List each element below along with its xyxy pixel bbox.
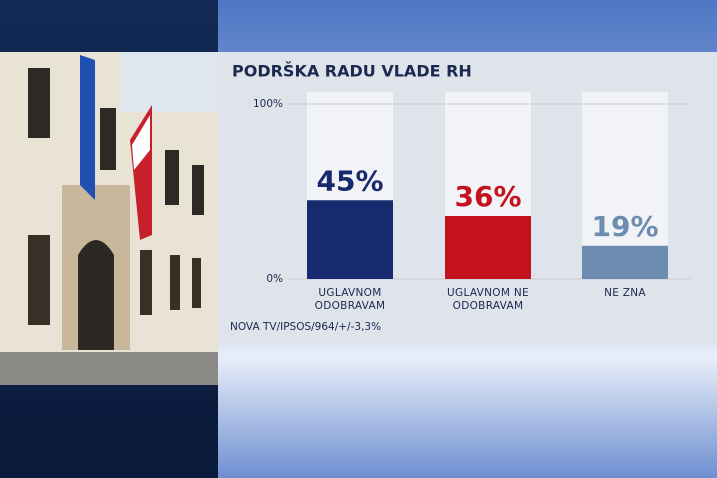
- value-label: 36%: [454, 180, 521, 213]
- x-tick-label: UGLAVNOM NE ODOBRAVAM: [447, 287, 529, 312]
- value-label: 45%: [316, 164, 383, 197]
- bar: [307, 200, 393, 279]
- x-tick-label: NE ZNA: [604, 287, 646, 299]
- bar: [445, 216, 531, 279]
- x-tick-label: UGLAVNOM ODOBRAVAM: [314, 287, 386, 312]
- chart-title: PODRŠKA RADU VLADE RH: [232, 62, 472, 81]
- source-note: NOVA TV/IPSOS/964/+/-3,3%: [230, 321, 381, 333]
- y-tick-label: 0%: [266, 273, 283, 285]
- bar: [582, 245, 668, 279]
- y-tick-label: 100%: [253, 98, 283, 110]
- photo: [0, 52, 218, 385]
- value-label: 19%: [591, 210, 658, 243]
